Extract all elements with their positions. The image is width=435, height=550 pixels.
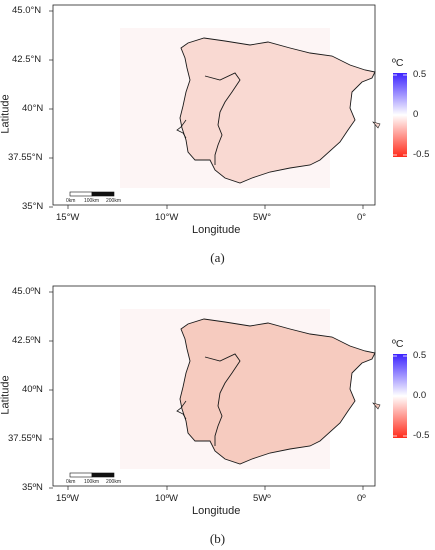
scale-label-100-a: 100km bbox=[84, 198, 100, 204]
lisbon-estuary-b bbox=[176, 400, 187, 420]
y-tick-40-b: 40ºN bbox=[22, 384, 43, 395]
iberian-peninsula-b bbox=[179, 318, 376, 465]
scale-label-0-b: 0km bbox=[66, 479, 76, 485]
x-tick-15w-b: 15ºW bbox=[56, 493, 80, 504]
y-tick-45-a: 45.0°N bbox=[12, 5, 42, 16]
legend-tick-low-b: -0.5 bbox=[413, 430, 430, 441]
map-b-svg bbox=[49, 285, 407, 490]
map-panel-a: Latitude Longitude 15°W 10°W 5W° 0° 45.0… bbox=[0, 4, 430, 265]
scale-label-0-a: 0km bbox=[66, 198, 76, 204]
portugal-border-a bbox=[204, 72, 241, 165]
y-tick-40-a: 40°N bbox=[22, 103, 44, 114]
scale-label-200-a: 200km bbox=[106, 198, 122, 204]
island-b bbox=[372, 402, 381, 410]
y-tick-37-55-a: 37.55°N bbox=[8, 152, 43, 163]
x-tick-0-a: 0° bbox=[357, 212, 367, 223]
legend-tick-mid-b: 0.0 bbox=[413, 390, 427, 401]
legend-title-b: ºC bbox=[392, 338, 404, 350]
map-a-svg bbox=[49, 4, 407, 209]
y-tick-35-b: 35ºN bbox=[22, 482, 43, 493]
caption-b: (b) bbox=[209, 531, 226, 546]
axis-ticks-b bbox=[49, 291, 364, 490]
y-axis-label-a: Latitude bbox=[0, 94, 12, 134]
axis-ticks-a bbox=[49, 10, 364, 209]
scale-label-100-b: 100km bbox=[84, 479, 100, 485]
x-tick-10w-a: 10°W bbox=[155, 212, 179, 223]
caption-a: (a) bbox=[210, 250, 225, 265]
x-axis-label-b: Longitude bbox=[192, 505, 241, 517]
legend-ticks-a bbox=[393, 74, 407, 156]
portugal-border-b bbox=[204, 353, 241, 446]
x-tick-5w-b: 5Wº bbox=[253, 493, 271, 504]
map-panel-b: Latitude Longitude 15ºW 10ºW 5Wº 0º 45.0… bbox=[0, 275, 435, 550]
legend-tick-high-a: 0.5 bbox=[413, 69, 427, 80]
island-a bbox=[372, 121, 381, 129]
iberian-peninsula-a bbox=[179, 37, 376, 184]
y-tick-42-5-b: 42.5ºN bbox=[12, 335, 41, 346]
legend-colorbar-b bbox=[393, 354, 407, 438]
scale-bar-a bbox=[69, 191, 115, 197]
y-tick-37-55-b: 37.55ºN bbox=[8, 433, 43, 444]
y-axis-label-b: Latitude bbox=[0, 375, 12, 415]
legend-ticks-b bbox=[393, 355, 407, 437]
y-tick-35-a: 35°N bbox=[22, 201, 44, 212]
legend-colorbar-a bbox=[393, 73, 407, 157]
legend-tick-mid-a: 0 bbox=[413, 109, 419, 120]
x-tick-15w-a: 15°W bbox=[56, 212, 80, 223]
x-tick-10w-b: 10ºW bbox=[155, 493, 179, 504]
y-tick-45-b: 45.0ºN bbox=[12, 286, 41, 297]
scale-label-200-b: 200km bbox=[106, 479, 122, 485]
legend-tick-high-b: 0.5 bbox=[413, 350, 427, 361]
x-axis-label-a: Longitude bbox=[192, 224, 241, 236]
y-tick-42-5-a: 42.5°N bbox=[12, 54, 42, 65]
lisbon-estuary-a bbox=[176, 119, 187, 139]
x-tick-0-b: 0º bbox=[357, 493, 366, 504]
scale-bar-b bbox=[69, 472, 115, 478]
legend-tick-low-a: -0.5 bbox=[413, 149, 430, 160]
legend-title-a: ºC bbox=[392, 57, 404, 69]
x-tick-5w-a: 5W° bbox=[253, 212, 272, 223]
